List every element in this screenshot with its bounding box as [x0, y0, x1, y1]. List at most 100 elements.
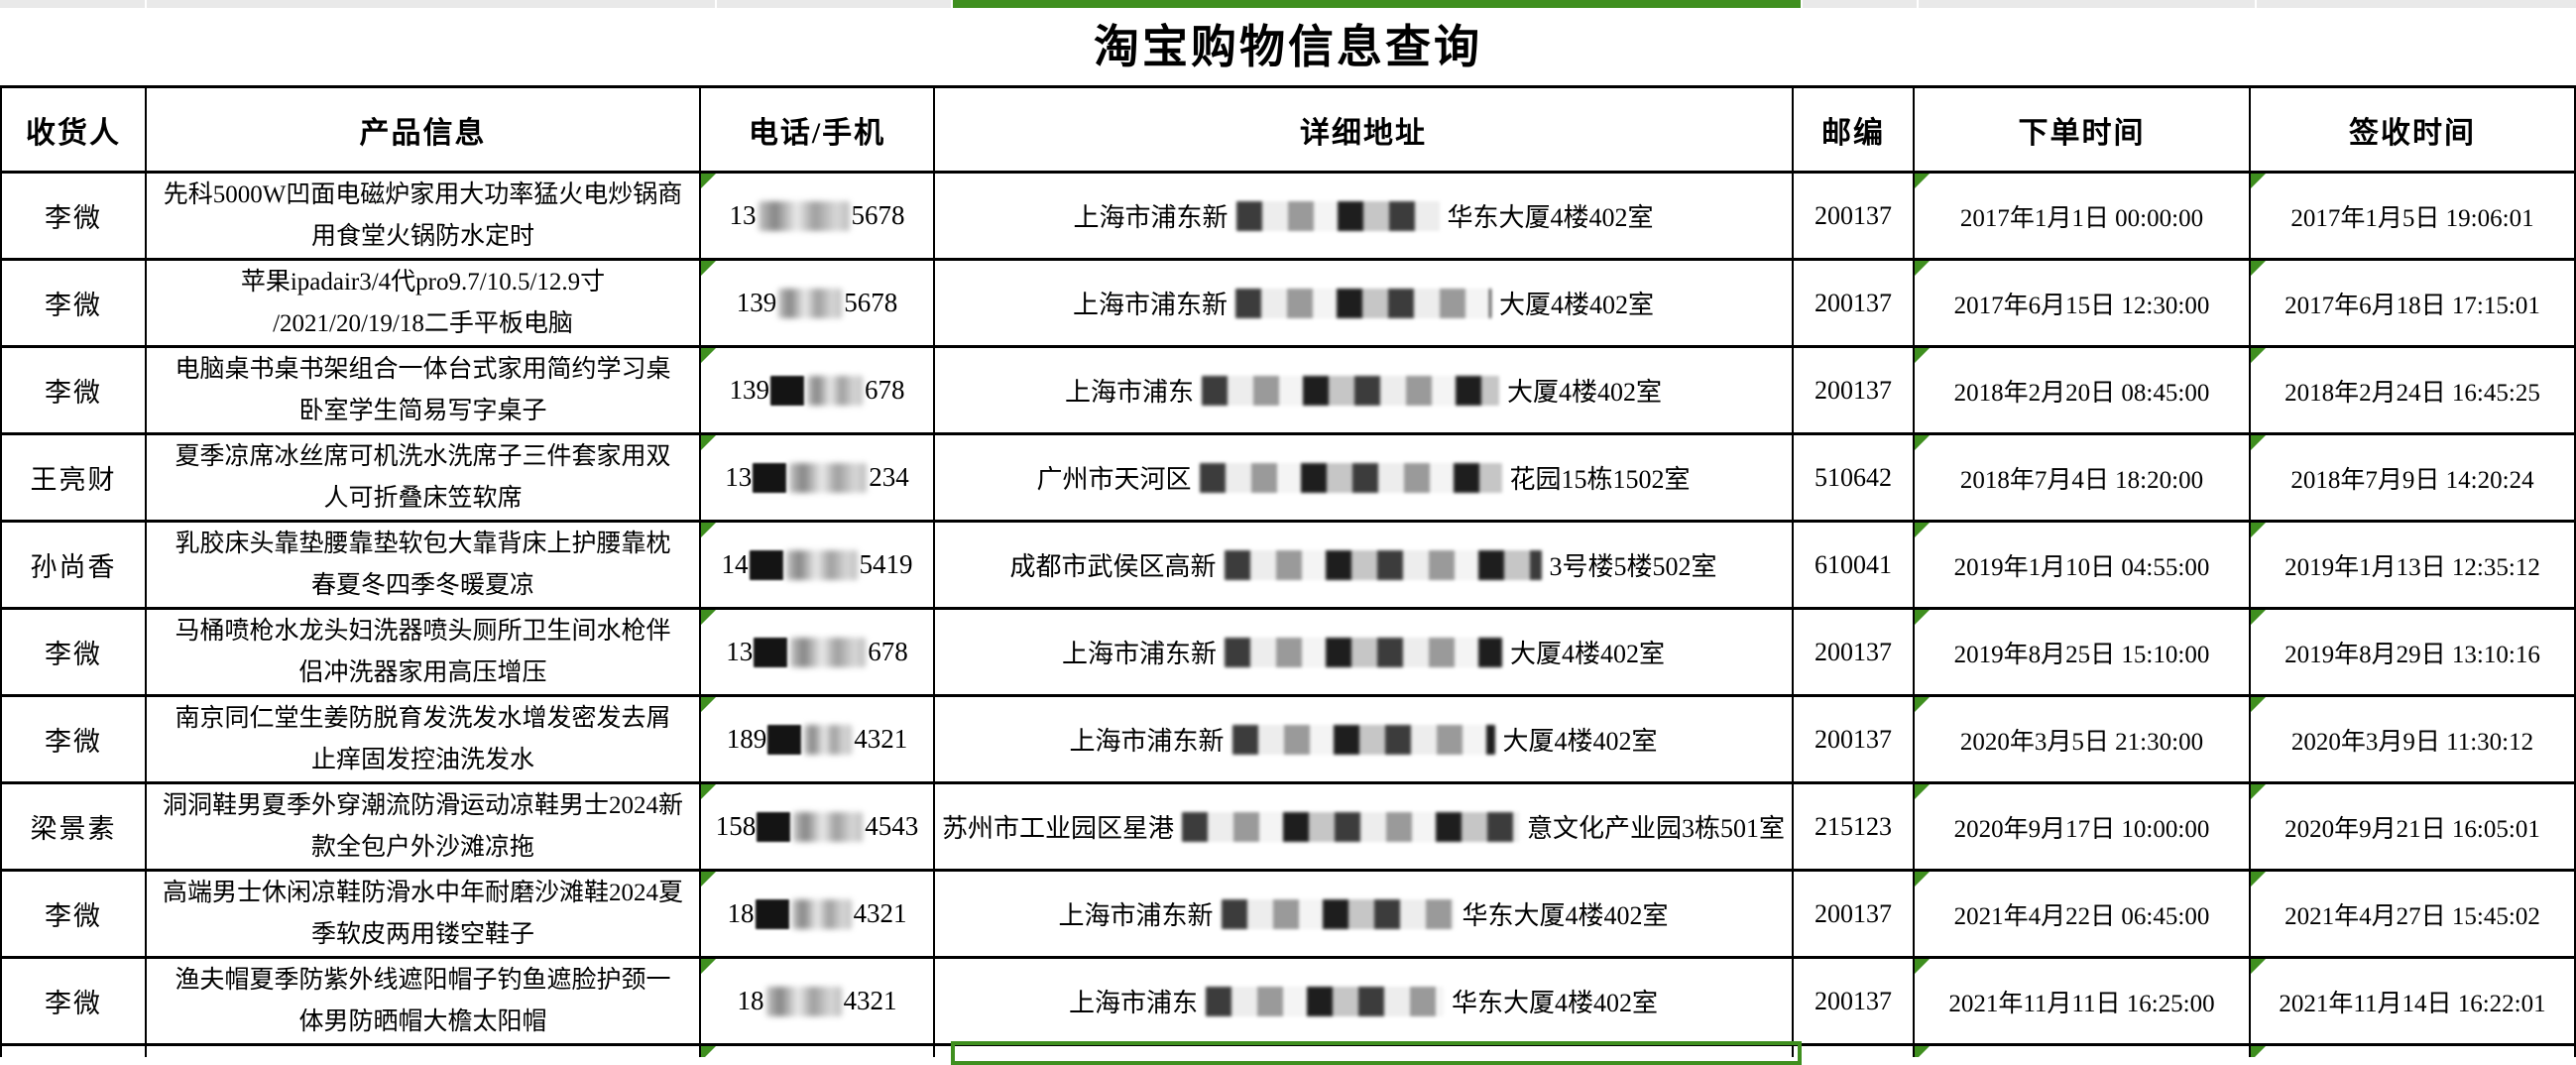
cutoff-cell-zip[interactable]: [1794, 1046, 1915, 1057]
cell-sign-time[interactable]: 2020年3月9日 11:30:12: [2251, 697, 2576, 781]
phone-suffix: 678: [868, 637, 908, 666]
cell-recipient[interactable]: 李微: [2, 872, 147, 956]
cell-recipient[interactable]: 梁景素: [2, 784, 147, 869]
cell-order-time[interactable]: 2018年2月20日 08:45:00: [1915, 348, 2251, 432]
header-cell-order-time[interactable]: 下单时间: [1915, 88, 2251, 171]
cutoff-cell-sign-time[interactable]: [2251, 1046, 2576, 1057]
cell-order-time[interactable]: 2020年9月17日 10:00:00: [1915, 784, 2251, 869]
cell-zip-code[interactable]: 200137: [1794, 610, 1915, 694]
cell-product-info[interactable]: 乳胶床头靠垫腰靠垫软包大靠背床上护腰靠枕 春夏冬四季冬暖夏凉: [147, 523, 701, 607]
cell-recipient[interactable]: 李微: [2, 174, 147, 258]
cell-order-time[interactable]: 2020年3月5日 21:30:00: [1915, 697, 2251, 781]
cell-product-info[interactable]: 渔夫帽夏季防紫外线遮阳帽子钓鱼遮脸护颈一 体男防晒帽大檐太阳帽: [147, 959, 701, 1043]
cell-order-time[interactable]: 2017年1月1日 00:00:00: [1915, 174, 2251, 258]
cutoff-cell-product[interactable]: [147, 1046, 701, 1057]
cell-order-time[interactable]: 2021年4月22日 06:45:00: [1915, 872, 2251, 956]
cell-product-info[interactable]: 夏季凉席冰丝席可机洗水洗席子三件套家用双 人可折叠床笠软席: [147, 435, 701, 520]
cell-sign-time[interactable]: 2019年8月29日 13:10:16: [2251, 610, 2576, 694]
cell-address[interactable]: 上海市浦东 大厦4楼402室: [935, 348, 1794, 432]
cell-phone[interactable]: 139 678: [701, 348, 935, 432]
cell-recipient[interactable]: 李微: [2, 697, 147, 781]
address-redaction-pixelated: [1221, 898, 1455, 929]
cutoff-cell-phone[interactable]: [701, 1046, 935, 1057]
cell-zip-code[interactable]: 200137: [1794, 348, 1915, 432]
cell-phone[interactable]: 139 5678: [701, 261, 935, 345]
address-suffix: 华东大厦4楼402室: [1447, 203, 1654, 232]
cell-address[interactable]: 上海市浦东新 华东大厦4楼402室: [935, 872, 1794, 956]
header-cell-zip[interactable]: 邮编: [1794, 88, 1915, 171]
cell-address[interactable]: 成都市武侯区高新 3号楼5楼502室: [935, 523, 1794, 607]
cell-phone[interactable]: 158 4543: [701, 784, 935, 869]
cell-phone[interactable]: 189 4321: [701, 697, 935, 781]
cell-sign-time[interactable]: 2020年9月21日 16:05:01: [2251, 784, 2576, 869]
cell-phone[interactable]: 18 4321: [701, 872, 935, 956]
cell-address[interactable]: 上海市浦东新 大厦4楼402室: [935, 610, 1794, 694]
cell-recipient[interactable]: 李微: [2, 348, 147, 432]
sign-time-text: 2018年2月24日 16:45:25: [2284, 379, 2540, 407]
cell-phone[interactable]: 13 678: [701, 610, 935, 694]
cell-address[interactable]: 广州市天河区 花园15栋1502室: [935, 435, 1794, 520]
error-indicator-triangle-icon: [701, 435, 716, 450]
order-time-text: 2019年8月25日 15:10:00: [1953, 641, 2210, 668]
cell-order-time[interactable]: 2017年6月15日 12:30:00: [1915, 261, 2251, 345]
cell-zip-code[interactable]: 200137: [1794, 174, 1915, 258]
cell-zip-code[interactable]: 510642: [1794, 435, 1915, 520]
cutoff-cell-address[interactable]: [935, 1046, 1794, 1057]
page-title[interactable]: 淘宝购物信息查询: [1094, 22, 1482, 72]
header-cell-sign-time[interactable]: 签收时间: [2251, 88, 2576, 171]
cell-zip-code[interactable]: 200137: [1794, 697, 1915, 781]
cell-order-time[interactable]: 2019年1月10日 04:55:00: [1915, 523, 2251, 607]
cell-product-info[interactable]: 电脑桌书桌书架组合一体台式家用简约学习桌 卧室学生简易写字桌子: [147, 348, 701, 432]
cell-zip-code[interactable]: 200137: [1794, 261, 1915, 345]
cell-recipient[interactable]: 孙尚香: [2, 523, 147, 607]
cell-recipient[interactable]: 李微: [2, 610, 147, 694]
product-line-1: 电脑桌书桌书架组合一体台式家用简约学习桌: [175, 355, 671, 383]
cell-sign-time[interactable]: 2021年11月14日 16:22:01: [2251, 959, 2576, 1043]
cell-order-time[interactable]: 2021年11月11日 16:25:00: [1915, 959, 2251, 1043]
phone-prefix: 13: [725, 462, 753, 492]
product-line-1: 渔夫帽夏季防紫外线遮阳帽子钓鱼遮脸护颈一: [175, 966, 671, 994]
product-line-2: 用食堂火锅防水定时: [310, 222, 534, 250]
product-line-1: 洞洞鞋男夏季外穿潮流防滑运动凉鞋男士2024新: [162, 791, 683, 819]
cell-address[interactable]: 上海市浦东新 华东大厦4楼402室: [935, 174, 1794, 258]
cell-zip-code[interactable]: 200137: [1794, 872, 1915, 956]
cell-product-info[interactable]: 南京同仁堂生姜防脱育发洗发水增发密发去屑 止痒固发控油洗发水: [147, 697, 701, 781]
cell-recipient[interactable]: 李微: [2, 261, 147, 345]
cell-phone[interactable]: 14 5419: [701, 523, 935, 607]
header-cell-recipient[interactable]: 收货人: [2, 88, 147, 171]
cutoff-cell-order-time[interactable]: [1915, 1046, 2251, 1057]
cutoff-cell-recipient[interactable]: [2, 1046, 147, 1057]
cell-product-info[interactable]: 苹果ipadair3/4代pro9.7/10.5/12.9寸/2021/20/1…: [147, 261, 701, 345]
address-suffix: 意文化产业园3栋501室: [1527, 814, 1786, 843]
cell-sign-time[interactable]: 2019年1月13日 12:35:12: [2251, 523, 2576, 607]
header-cell-phone[interactable]: 电话/手机: [701, 88, 935, 171]
cell-order-time[interactable]: 2019年8月25日 15:10:00: [1915, 610, 2251, 694]
header-cell-product[interactable]: 产品信息: [147, 88, 701, 171]
cell-sign-time[interactable]: 2018年7月9日 14:20:24: [2251, 435, 2576, 520]
cell-product-info[interactable]: 马桶喷枪水龙头妇洗器喷头厕所卫生间水枪伴 侣冲洗器家用高压增压: [147, 610, 701, 694]
cell-sign-time[interactable]: 2021年4月27日 15:45:02: [2251, 872, 2576, 956]
cell-product-info[interactable]: 洞洞鞋男夏季外穿潮流防滑运动凉鞋男士2024新 款全包户外沙滩凉拖: [147, 784, 701, 869]
cell-recipient[interactable]: 李微: [2, 959, 147, 1043]
cell-address[interactable]: 上海市浦东 华东大厦4楼402室: [935, 959, 1794, 1043]
cell-zip-code[interactable]: 610041: [1794, 523, 1915, 607]
cell-product-info[interactable]: 先科5000W凹面电磁炉家用大功率猛火电炒锅商 用食堂火锅防水定时: [147, 174, 701, 258]
cell-recipient[interactable]: 王亮财: [2, 435, 147, 520]
cell-sign-time[interactable]: 2017年1月5日 19:06:01: [2251, 174, 2576, 258]
product-line-1: 先科5000W凹面电磁炉家用大功率猛火电炒锅商: [163, 180, 683, 208]
cell-phone[interactable]: 13 234: [701, 435, 935, 520]
cell-product-info[interactable]: 高端男士休闲凉鞋防滑水中年耐磨沙滩鞋2024夏 季软皮两用镂空鞋子: [147, 872, 701, 956]
sign-time-text: 2018年7月9日 14:20:24: [2290, 466, 2534, 494]
cell-phone[interactable]: 13 5678: [701, 174, 935, 258]
cell-order-time[interactable]: 2018年7月4日 18:20:00: [1915, 435, 2251, 520]
cell-address[interactable]: 苏州市工业园区星港 意文化产业园3栋501室: [935, 784, 1794, 869]
cell-phone[interactable]: 18 4321: [701, 959, 935, 1043]
cell-sign-time[interactable]: 2018年2月24日 16:45:25: [2251, 348, 2576, 432]
cell-address[interactable]: 上海市浦东新 大厦4楼402室: [935, 261, 1794, 345]
cell-zip-code[interactable]: 215123: [1794, 784, 1915, 869]
cell-zip-code[interactable]: 200137: [1794, 959, 1915, 1043]
header-cell-address[interactable]: 详细地址: [935, 88, 1794, 171]
cell-address[interactable]: 上海市浦东新 大厦4楼402室: [935, 697, 1794, 781]
cell-sign-time[interactable]: 2017年6月18日 17:15:01: [2251, 261, 2576, 345]
product-line-1: 南京同仁堂生姜防脱育发洗发水增发密发去屑: [175, 704, 671, 732]
